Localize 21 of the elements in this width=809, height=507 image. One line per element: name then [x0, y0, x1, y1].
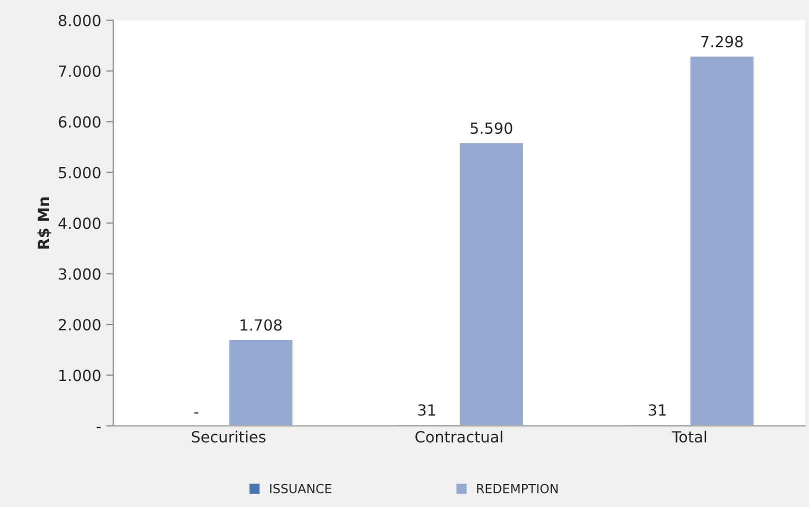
x-tick-label: Contractual	[415, 430, 502, 443]
y-tick-label: 6.000	[58, 116, 100, 128]
y-tick-label: -	[96, 426, 101, 428]
data-label: 1.708	[240, 319, 282, 331]
data-label: 5.590	[470, 122, 512, 134]
text: -	[194, 412, 198, 414]
y-tick-label: 8.000	[58, 14, 100, 26]
y-tick-label: 4.000	[58, 218, 100, 230]
legend-label: ISSUANCE	[270, 484, 332, 494]
x-tick-label: Total	[672, 430, 706, 443]
y-tick-label: 3.000	[58, 268, 100, 280]
y-axis-title: R$ Mn	[37, 197, 52, 249]
data-label: 7.298	[701, 36, 743, 48]
x-tick-label: Securities	[192, 430, 266, 443]
y-tick-label: 1.000	[59, 370, 100, 382]
y-tick-label: 5.000	[58, 166, 100, 178]
y-tick-label: 7.000	[58, 65, 100, 77]
legend-label: REDEMPTION	[477, 484, 558, 494]
y-tick-label: 2.000	[58, 318, 100, 330]
data-label: 31	[648, 404, 666, 416]
data-label: 31	[418, 404, 436, 416]
